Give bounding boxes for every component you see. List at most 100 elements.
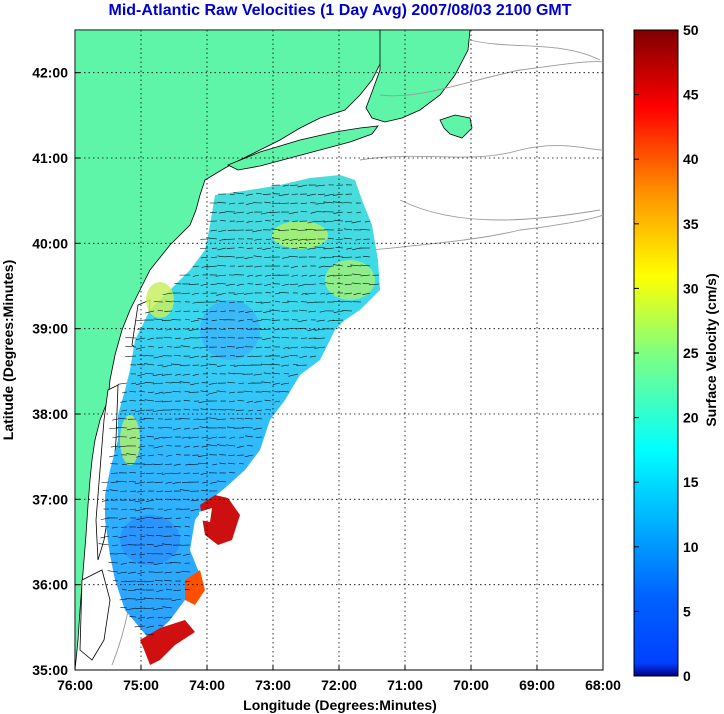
vector-arrow — [265, 238, 272, 240]
vector-arrow — [225, 256, 236, 258]
vector-arrow — [139, 553, 146, 556]
vector-arrow — [146, 435, 155, 438]
vector-arrow — [185, 318, 191, 321]
vector-arrow — [117, 571, 128, 574]
vector-arrow — [201, 256, 209, 259]
vector-arrow — [157, 616, 164, 619]
vector-arrow — [305, 238, 317, 241]
vector-arrow — [134, 481, 146, 485]
vector-arrow — [153, 445, 164, 449]
vector-arrow — [200, 247, 209, 249]
vector-arrow — [263, 372, 272, 375]
vector-arrow — [137, 373, 146, 377]
vector-arrow — [345, 220, 353, 223]
vector-arrow — [229, 301, 236, 304]
vector-arrow — [128, 481, 137, 483]
vector-arrow — [154, 481, 164, 484]
y-tick-label: 39:00 — [32, 321, 68, 337]
vector-arrow — [138, 616, 146, 619]
colorbar: 0 5 10 15 20 25 30 35 40 45 50 Surface Velocity (c… — [633, 22, 719, 684]
vector-arrow — [156, 472, 164, 475]
vector-arrow — [288, 211, 299, 215]
vector-arrow — [228, 391, 236, 394]
vector-arrow — [210, 408, 218, 411]
vector-arrow — [238, 319, 245, 322]
vector-arrow — [140, 535, 146, 538]
vector-arrow — [129, 534, 137, 537]
vector-arrow — [333, 264, 344, 267]
vector-arrow — [260, 301, 272, 304]
vector-arrow — [109, 454, 119, 458]
vector-arrow — [300, 202, 308, 205]
vector-arrow — [100, 517, 110, 520]
vector-arrow — [161, 472, 173, 475]
vector-arrow — [332, 319, 344, 321]
vector-arrow — [119, 598, 128, 601]
vector-arrow — [173, 526, 182, 528]
vector-arrow — [192, 265, 200, 268]
vector-arrow — [120, 580, 128, 582]
vector-arrow — [176, 454, 182, 456]
vector-arrow — [309, 274, 317, 277]
colorbar-tick-label: 25 — [683, 345, 699, 361]
vector-arrow — [139, 418, 146, 421]
vector-arrow — [136, 319, 146, 322]
vector-arrow — [127, 571, 137, 574]
vector-arrow — [121, 409, 128, 412]
vector-arrow — [289, 283, 299, 285]
vector-arrow — [136, 427, 146, 430]
vector-arrow — [289, 354, 299, 357]
vector-arrow — [299, 355, 308, 359]
vector-arrow — [145, 310, 155, 314]
vector-arrow — [260, 363, 272, 366]
vector-arrow — [281, 337, 290, 339]
field-patch-green — [325, 260, 375, 300]
vector-arrow — [245, 310, 254, 313]
vector-arrow — [158, 346, 164, 349]
vector-arrow — [165, 588, 173, 591]
vector-arrow — [198, 337, 209, 339]
vector-arrow — [200, 364, 209, 367]
vector-arrow — [118, 535, 128, 539]
vector-arrow — [217, 264, 227, 267]
vector-arrow — [197, 318, 209, 321]
vector-arrow — [158, 625, 164, 627]
field-patch-blue — [120, 515, 180, 565]
vector-arrow — [245, 435, 254, 438]
vector-arrow — [256, 409, 263, 412]
vector-arrow — [290, 265, 299, 269]
vector-arrow — [146, 526, 155, 529]
vector-arrow — [216, 300, 227, 303]
vector-arrow — [153, 436, 164, 440]
vector-arrow — [239, 463, 245, 465]
vector-arrow — [192, 274, 200, 277]
vector-arrow — [184, 526, 191, 528]
vector-arrow — [162, 426, 173, 429]
vector-arrow — [314, 246, 326, 249]
vector-arrow — [219, 462, 227, 465]
vector-arrow — [146, 543, 155, 546]
vector-arrow — [288, 373, 299, 377]
land-mainland — [75, 30, 383, 670]
vector-arrow — [183, 337, 191, 340]
vector-arrow — [201, 436, 209, 439]
vector-arrow — [166, 454, 173, 457]
vector-arrow — [198, 418, 209, 420]
vector-arrow — [283, 373, 290, 375]
vector-arrow — [364, 220, 371, 223]
vector-arrow — [144, 580, 155, 583]
vector-arrow — [261, 318, 272, 321]
vector-arrow — [272, 382, 281, 385]
vector-arrow — [296, 364, 308, 366]
vector-arrow — [110, 445, 119, 448]
vector-arrow — [183, 310, 191, 312]
vector-arrow — [319, 256, 326, 259]
vector-arrow — [220, 346, 227, 348]
vector-arrow — [172, 427, 182, 431]
colorbar-gradient — [633, 29, 679, 677]
vector-arrow — [282, 238, 290, 241]
vector-arrow — [280, 382, 290, 385]
vector-arrow — [333, 211, 344, 214]
field-patch-yellow — [146, 282, 174, 318]
vector-arrow — [229, 400, 236, 403]
